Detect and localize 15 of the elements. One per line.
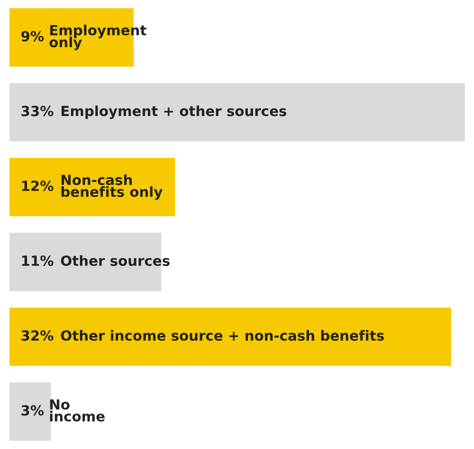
y-tick-label: Employment + other sources bbox=[62, 105, 286, 120]
y-tick-label: No income bbox=[50, 399, 105, 422]
y-tick-label: Other sources bbox=[61, 255, 170, 266]
data-label: 12% bbox=[22, 180, 54, 192]
bar bbox=[9, 382, 51, 441]
bar bbox=[9, 308, 452, 366]
data-label: 9% bbox=[21, 30, 44, 42]
bar bbox=[9, 158, 176, 216]
data-label: 33% bbox=[22, 106, 54, 116]
y-tick-label: Non-cash benefits only bbox=[61, 174, 163, 200]
bar bbox=[9, 83, 465, 142]
data-label: 11% bbox=[22, 255, 54, 266]
data-label: 32% bbox=[22, 330, 54, 341]
y-tick-label: Other income source + non-cash benefits bbox=[61, 330, 384, 341]
data-label: 3% bbox=[22, 405, 44, 416]
